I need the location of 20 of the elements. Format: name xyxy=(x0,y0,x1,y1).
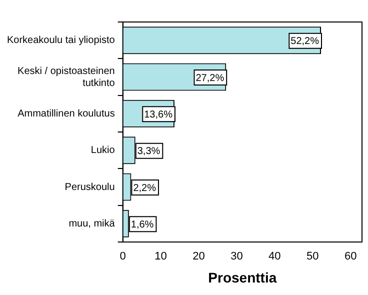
data-label: 3,3% xyxy=(137,146,160,158)
x-axis-title: Prosenttia xyxy=(208,269,277,286)
data-label: 2,2% xyxy=(133,182,156,194)
x-tick-label: 30 xyxy=(230,250,243,263)
y-tick-label: Korkeakoulu tai yliopisto xyxy=(6,35,116,46)
y-tick-label: Peruskoulu xyxy=(64,182,115,193)
x-tick-label: 60 xyxy=(344,250,357,263)
y-tick-label: Lukio xyxy=(90,145,116,156)
x-tick-label: 0 xyxy=(120,250,126,263)
y-tick-label: Keski / opistoasteinen tutkinto xyxy=(18,66,116,89)
x-tick-label: 50 xyxy=(306,250,319,263)
x-tick-label: 20 xyxy=(192,250,205,263)
data-label: 13,6% xyxy=(144,109,173,120)
x-tick-label: 40 xyxy=(268,250,281,263)
data-label: 1,6% xyxy=(130,219,154,230)
y-tick-label: Ammatillinen koulutus xyxy=(18,108,115,120)
data-label: 52,2% xyxy=(290,36,320,48)
x-tick-label: 10 xyxy=(154,250,167,263)
y-tick-label: muu, mikä xyxy=(68,218,116,230)
data-label: 27,2% xyxy=(196,72,224,84)
